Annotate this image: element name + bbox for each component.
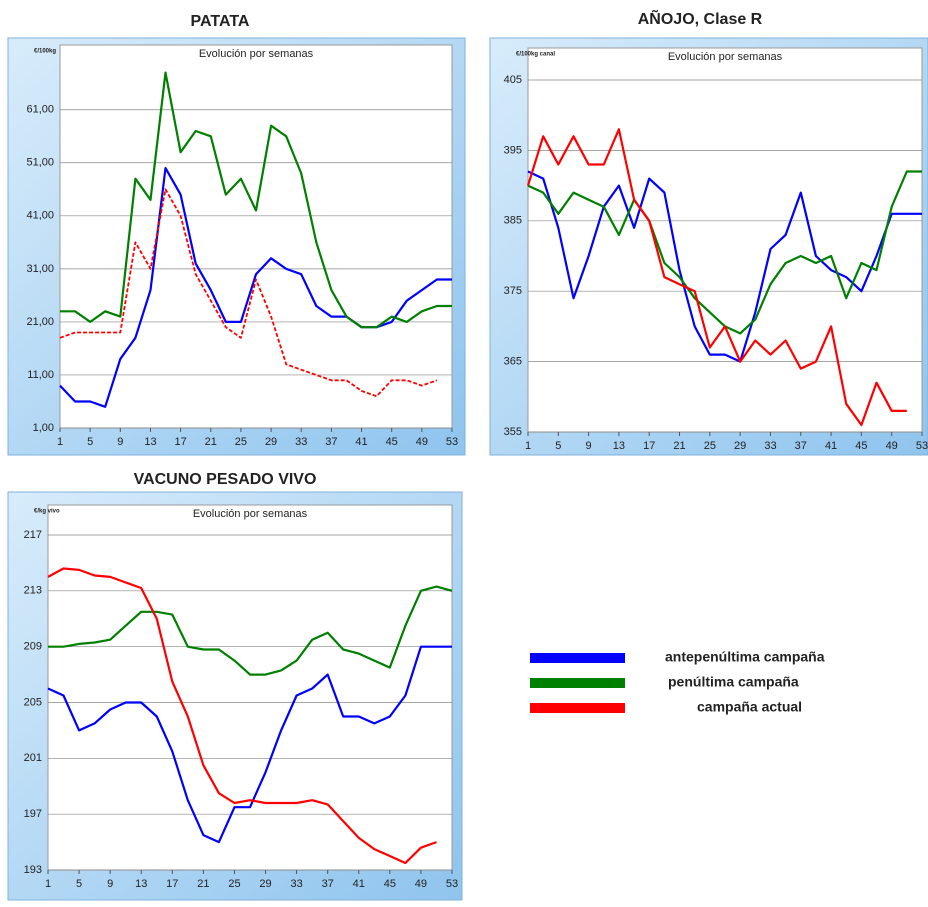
series-line — [526, 128, 907, 427]
x-tick-label: 21 — [673, 440, 685, 452]
y-tick-label: 355 — [504, 426, 522, 438]
legend-label: campaña actual — [697, 699, 802, 715]
x-tick-label: 41 — [825, 440, 837, 452]
legend-item: campaña actual — [530, 699, 802, 715]
chart-subtitle: Evolución por semanas — [193, 508, 308, 520]
x-tick-label: 41 — [355, 436, 367, 448]
x-tick-label: 5 — [87, 436, 93, 448]
x-tick-label: 53 — [446, 878, 458, 890]
x-tick-label: 45 — [384, 878, 396, 890]
legend-label: penúltima campaña — [668, 674, 799, 690]
series-line — [59, 167, 452, 408]
x-tick-label: 13 — [613, 440, 625, 452]
x-tick-label: 9 — [117, 436, 123, 448]
x-tick-label: 37 — [322, 878, 334, 890]
y-tick-label: 31,00 — [26, 263, 54, 275]
series-line — [527, 170, 922, 363]
plot-area — [527, 47, 923, 433]
chart-title: PATATA — [191, 13, 250, 30]
chart-subtitle: Evolución por semanas — [199, 48, 314, 60]
x-tick-label: 21 — [205, 436, 217, 448]
y-tick-label: 213 — [24, 585, 42, 597]
x-tick-label: 49 — [415, 878, 427, 890]
chart-subtitle: Evolución por semanas — [668, 51, 783, 63]
chart-title: VACUNO PESADO VIVO — [134, 471, 317, 488]
y-tick-label: 11,00 — [27, 369, 54, 381]
y-tick-label: 365 — [504, 356, 522, 368]
y-tick-label: 61,00 — [26, 104, 54, 116]
x-tick-label: 29 — [265, 436, 277, 448]
y-tick-label: 209 — [24, 641, 42, 653]
y-tick-label: 375 — [504, 285, 522, 297]
plot-area — [47, 504, 453, 871]
x-tick-label: 17 — [174, 436, 186, 448]
x-tick-label: 13 — [135, 878, 147, 890]
x-tick-label: 5 — [555, 440, 561, 452]
legend-label: antepenúltima campaña — [665, 649, 825, 665]
y-tick-label: 385 — [504, 215, 522, 227]
chart-title: AÑOJO, Clase R — [638, 8, 763, 28]
x-tick-label: 33 — [290, 878, 302, 890]
x-tick-label: 1 — [45, 878, 51, 890]
x-tick-label: 1 — [57, 436, 63, 448]
y-tick-label: 217 — [24, 529, 42, 541]
x-tick-label: 25 — [228, 878, 240, 890]
y-unit-label: €/100kg canal — [516, 52, 555, 58]
x-tick-label: 13 — [144, 436, 156, 448]
x-tick-label: 17 — [166, 878, 178, 890]
x-tick-label: 37 — [795, 440, 807, 452]
x-tick-label: 9 — [107, 878, 113, 890]
y-tick-label: 201 — [24, 752, 42, 764]
y-tick-label: 41,00 — [26, 210, 54, 222]
y-unit-label: €/kg vivo — [34, 509, 60, 515]
x-tick-label: 37 — [325, 436, 337, 448]
legend-item: antepenúltima campaña — [530, 649, 825, 665]
series-line — [59, 188, 438, 398]
y-tick-label: 197 — [24, 808, 42, 820]
x-tick-label: 49 — [416, 436, 428, 448]
x-tick-label: 17 — [643, 440, 655, 452]
series-line — [47, 567, 437, 865]
y-tick-label: 405 — [504, 74, 522, 86]
x-tick-label: 45 — [386, 436, 398, 448]
plot-area — [59, 44, 453, 429]
x-tick-label: 45 — [855, 440, 867, 452]
x-tick-label: 41 — [353, 878, 365, 890]
legend-swatch — [530, 703, 625, 713]
x-tick-label: 25 — [235, 436, 247, 448]
x-tick-label: 21 — [197, 878, 209, 890]
y-tick-label: 205 — [24, 696, 42, 708]
x-tick-label: 29 — [259, 878, 271, 890]
x-tick-label: 33 — [764, 440, 776, 452]
x-tick-label: 25 — [704, 440, 716, 452]
y-tick-label: 21,00 — [26, 316, 54, 328]
x-tick-label: 53 — [916, 440, 928, 452]
x-tick-label: 9 — [586, 440, 592, 452]
x-tick-label: 1 — [525, 440, 531, 452]
series-line — [47, 645, 452, 844]
x-tick-label: 29 — [734, 440, 746, 452]
x-tick-label: 33 — [295, 436, 307, 448]
x-tick-label: 5 — [76, 878, 82, 890]
x-tick-label: 49 — [886, 440, 898, 452]
y-unit-label: €/100kg — [34, 49, 56, 55]
x-tick-label: 53 — [446, 436, 458, 448]
legend-item: penúltima campaña — [530, 674, 799, 690]
legend-swatch — [530, 678, 625, 688]
series-line — [48, 585, 453, 676]
y-tick-label: 395 — [504, 144, 522, 156]
y-tick-label: 193 — [24, 864, 42, 876]
y-tick-label: 51,00 — [26, 157, 54, 169]
legend-swatch — [530, 653, 625, 663]
series-line — [60, 71, 452, 329]
y-tick-label: 1,00 — [33, 422, 54, 434]
